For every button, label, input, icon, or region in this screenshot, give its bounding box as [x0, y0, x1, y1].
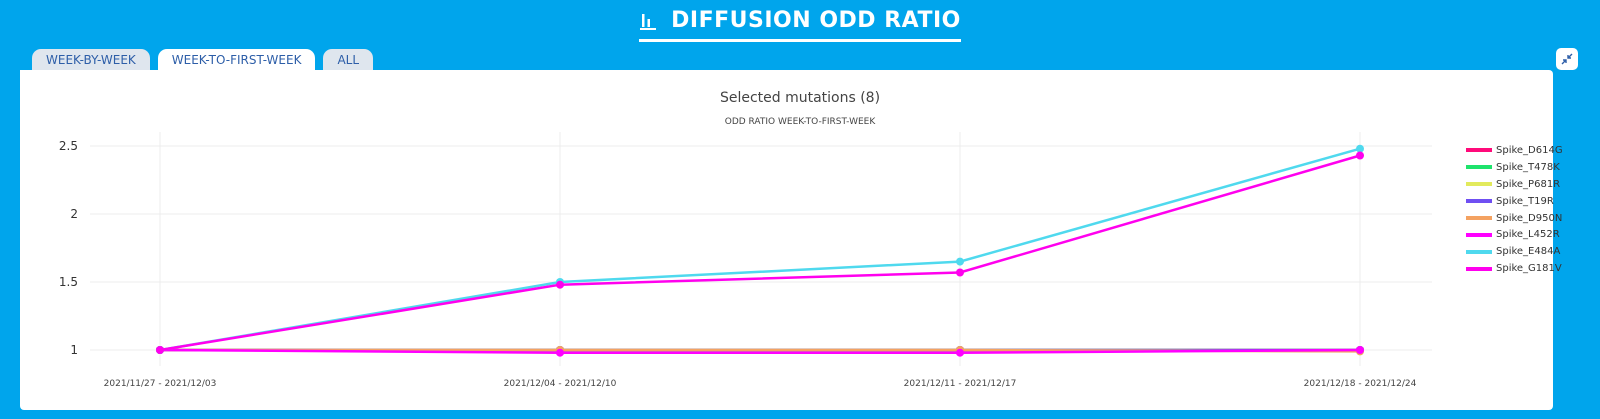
- legend-label: Spike_D950N: [1496, 212, 1563, 224]
- chart-title: Selected mutations (8): [720, 90, 880, 106]
- legend-label: Spike_L452R: [1496, 229, 1560, 241]
- legend-item[interactable]: Spike_T478K: [1466, 159, 1563, 176]
- grid: [90, 132, 1432, 366]
- legend: Spike_D614G Spike_T478K Spike_P681R Spike_T…: [1466, 142, 1563, 277]
- data-point[interactable]: [956, 257, 964, 266]
- legend-item[interactable]: Spike_E484A: [1466, 243, 1563, 260]
- legend-label: Spike_G181V: [1496, 263, 1562, 275]
- legend-item[interactable]: Spike_D950N: [1466, 210, 1563, 227]
- legend-swatch: [1466, 266, 1492, 271]
- chart-subtitle: ODD RATIO WEEK-TO-FIRST-WEEK: [725, 117, 877, 127]
- legend-swatch: [1466, 199, 1492, 204]
- legend-item[interactable]: Spike_L452R: [1466, 226, 1563, 243]
- legend-item[interactable]: Spike_D614G: [1466, 142, 1563, 159]
- legend-label: Spike_T478K: [1496, 161, 1560, 173]
- series-spike_l452r: [156, 346, 1364, 357]
- legend-swatch: [1466, 216, 1492, 220]
- tab-week-to-first-week[interactable]: WEEK-TO-FIRST-WEEK: [157, 49, 316, 71]
- legend-label: Spike_P681R: [1496, 178, 1561, 190]
- series-spike_g181v: [156, 151, 1364, 354]
- data-point[interactable]: [1356, 346, 1364, 354]
- legend-label: Spike_E484A: [1496, 246, 1561, 258]
- legend-item[interactable]: Spike_T19R: [1466, 193, 1563, 210]
- y-tick-label: 2.5: [59, 139, 78, 153]
- legend-item[interactable]: Spike_P681R: [1466, 176, 1563, 193]
- y-tick-label: 1: [70, 343, 78, 357]
- series-line: [159, 154, 1361, 352]
- data-point[interactable]: [156, 346, 164, 354]
- series-group: [156, 144, 1364, 357]
- x-tick-label: 2021/11/27 - 2021/12/03: [104, 379, 217, 389]
- legend-swatch: [1466, 148, 1492, 153]
- collapse-button[interactable]: [1556, 48, 1578, 70]
- x-tick-label: 2021/12/18 - 2021/12/24: [1304, 379, 1417, 389]
- data-point[interactable]: [1356, 144, 1364, 153]
- y-tick-label: 2: [70, 207, 78, 221]
- x-tick-label: 2021/12/04 - 2021/12/10: [504, 379, 617, 389]
- title-wrap: DIFFUSION ODD RATIO: [639, 8, 961, 42]
- data-point[interactable]: [1356, 151, 1364, 160]
- series-spike_e484a: [156, 144, 1364, 354]
- data-point[interactable]: [556, 348, 564, 357]
- legend-swatch: [1466, 182, 1492, 187]
- data-point[interactable]: [956, 268, 964, 277]
- legend-label: Spike_T19R: [1496, 195, 1554, 207]
- legend-swatch: [1466, 232, 1492, 237]
- header: DIFFUSION ODD RATIO: [0, 8, 1600, 48]
- tab-week-by-week[interactable]: WEEK-BY-WEEK: [32, 49, 150, 71]
- tab-all[interactable]: ALL: [323, 49, 374, 71]
- legend-swatch: [1466, 249, 1492, 254]
- collapse-arrows-icon: [1561, 53, 1573, 65]
- data-point[interactable]: [556, 280, 564, 289]
- series-line: [159, 147, 1361, 352]
- y-axis: 1 1.5 2 2.5: [59, 139, 78, 357]
- tab-bar: WEEK-BY-WEEK WEEK-TO-FIRST-WEEK ALL: [32, 49, 374, 71]
- legend-swatch: [1466, 165, 1492, 170]
- data-point[interactable]: [956, 348, 964, 357]
- x-axis: 2021/11/27 - 2021/12/03 2021/12/04 - 2021…: [104, 379, 1417, 389]
- y-tick-label: 1.5: [59, 275, 78, 289]
- page-title: DIFFUSION ODD RATIO: [671, 8, 961, 33]
- bar-chart-icon: [639, 11, 657, 31]
- x-tick-label: 2021/12/11 - 2021/12/17: [904, 379, 1017, 389]
- series-line: [159, 348, 1361, 354]
- legend-label: Spike_D614G: [1496, 144, 1563, 156]
- legend-item[interactable]: Spike_G181V: [1466, 260, 1563, 277]
